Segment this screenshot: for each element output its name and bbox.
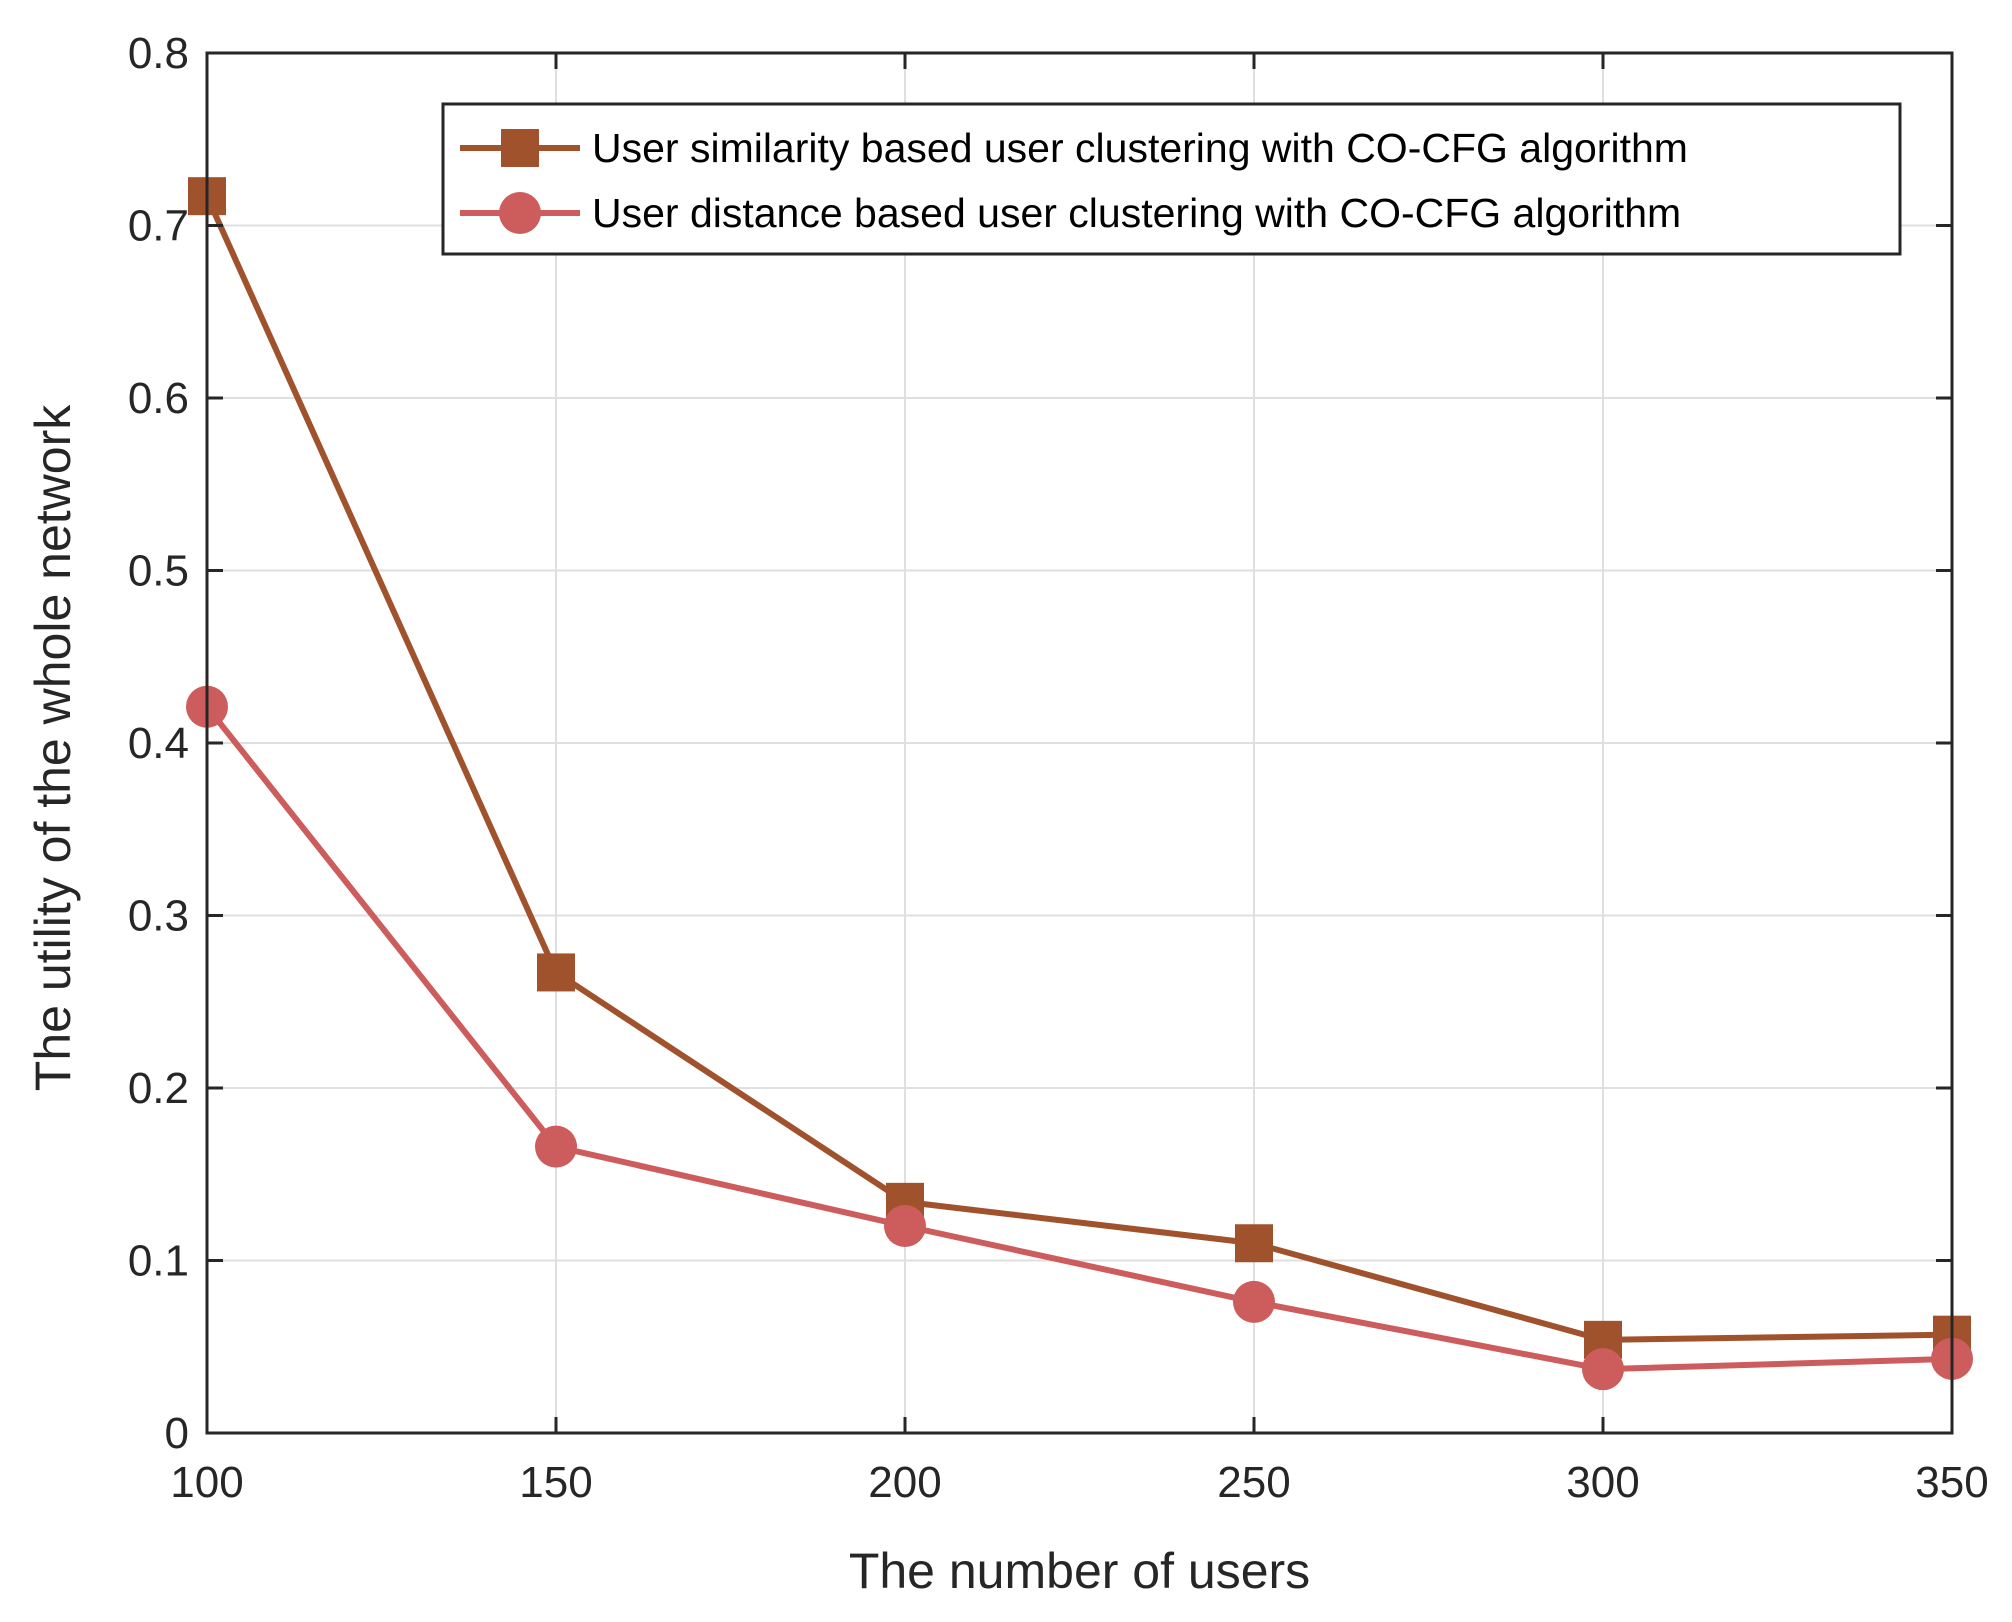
x-tick-label: 150 — [519, 1458, 592, 1507]
legend-entry-1: User similarity based user clustering wi… — [460, 125, 1688, 171]
y-tick-label: 0.6 — [128, 374, 189, 423]
y-tick-label: 0 — [165, 1409, 189, 1458]
data-point — [1233, 1280, 1275, 1323]
legend-label: User distance based user clustering with… — [592, 190, 1681, 236]
series-line — [204, 194, 1953, 1343]
y-tick-label: 0.5 — [128, 547, 189, 596]
legend-marker — [499, 192, 541, 234]
y-tick-label: 0.3 — [128, 892, 189, 941]
data-point — [884, 1205, 926, 1247]
y-tick-label: 0.8 — [128, 29, 189, 78]
series-2 — [186, 685, 1973, 1391]
series-line — [204, 704, 1953, 1373]
x-axis-label: The number of users — [849, 1543, 1310, 1599]
data-point — [1582, 1348, 1624, 1391]
legend-marker — [501, 129, 539, 167]
y-tick-label: 0.4 — [128, 719, 189, 768]
legend-box — [441, 102, 1902, 256]
tick-labels: 100 150 200 250 300 350 0 0.1 0.2 0.3 0.4 0.5 0.6 0.7… — [128, 29, 1989, 1507]
data-point — [1235, 1224, 1273, 1263]
plot-series — [186, 177, 1973, 1391]
y-axis-label: The utility of the whole network — [25, 404, 81, 1091]
data-point — [537, 953, 575, 992]
axis-ticks — [205, 51, 1954, 1435]
y-tick-label: 0.2 — [128, 1064, 189, 1113]
x-tick-label: 100 — [170, 1458, 243, 1507]
x-tick-label: 350 — [1915, 1458, 1988, 1507]
series-1 — [188, 177, 1971, 1359]
x-tick-label: 300 — [1566, 1458, 1639, 1507]
y-tick-label: 0.1 — [128, 1237, 189, 1286]
data-point — [535, 1125, 577, 1168]
legend: User similarity based user clustering wi… — [441, 102, 1902, 256]
legend-label: User similarity based user clustering wi… — [592, 125, 1688, 171]
x-tick-label: 200 — [868, 1458, 941, 1507]
legend-entry-2: User distance based user clustering with… — [460, 190, 1681, 236]
x-tick-label: 250 — [1217, 1458, 1290, 1507]
y-tick-label: 0.7 — [128, 202, 189, 251]
